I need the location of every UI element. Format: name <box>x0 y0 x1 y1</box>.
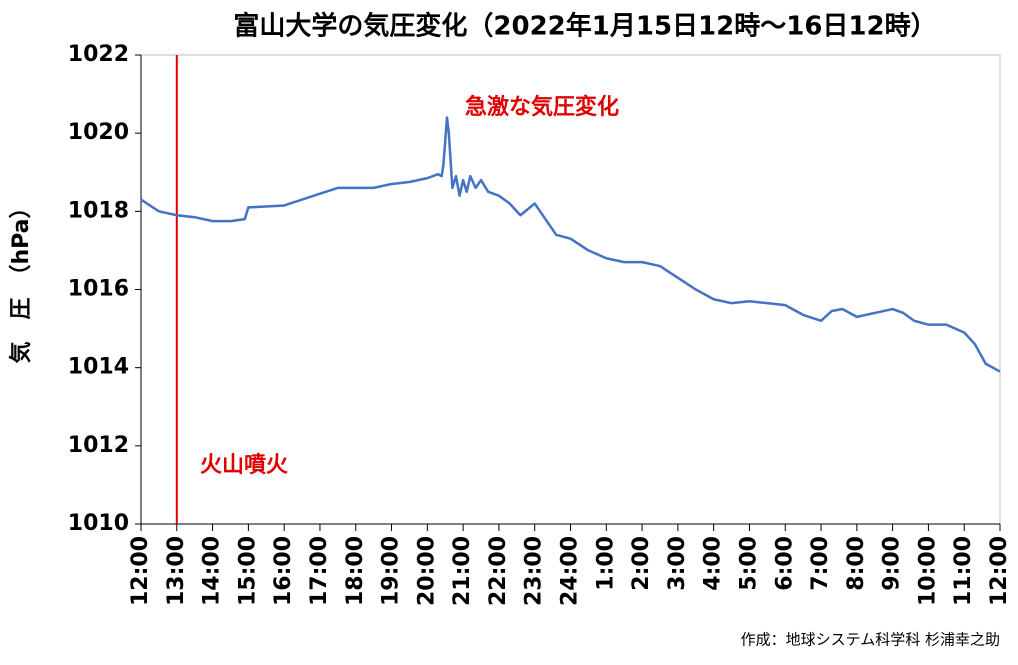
y-axis-label: 気 圧 （hPa） <box>8 196 34 363</box>
x-tick-label: 7:00 <box>808 536 833 591</box>
x-tick-label: 22:00 <box>486 536 511 606</box>
pressure-line <box>140 116 1001 373</box>
x-tick-label: 1:00 <box>593 536 618 591</box>
x-tick-label: 10:00 <box>915 536 940 606</box>
x-tick-label: 11:00 <box>951 536 976 606</box>
y-tick-label: 1020 <box>68 120 129 145</box>
x-tick-label: 4:00 <box>701 536 726 591</box>
x-tick-label: 21:00 <box>450 536 475 606</box>
chart-title: 富山大学の気圧変化（2022年1月15日12時～16日12時） <box>233 11 936 42</box>
x-tick-label: 20:00 <box>414 536 439 606</box>
x-tick-label: 9:00 <box>880 536 905 591</box>
y-tick-label: 1016 <box>68 277 129 302</box>
y-tick-label: 1014 <box>68 355 129 380</box>
x-tick-label: 8:00 <box>844 536 869 591</box>
y-tick-label: 1012 <box>68 433 129 458</box>
x-tick-label: 13:00 <box>164 536 189 606</box>
x-tick-label: 16:00 <box>271 536 296 606</box>
x-tick-label: 24:00 <box>558 536 583 606</box>
annotation: 火山噴火 <box>200 452 288 478</box>
y-tick-label: 1018 <box>68 198 129 223</box>
annotation: 急激な気圧変化 <box>465 94 619 120</box>
x-tick-label: 23:00 <box>522 536 547 606</box>
x-tick-label: 2:00 <box>629 536 654 591</box>
x-tick-label: 5:00 <box>736 536 761 591</box>
x-tick-label: 12:00 <box>987 536 1012 606</box>
y-tick-label: 1010 <box>68 511 129 536</box>
x-tick-label: 6:00 <box>772 536 797 591</box>
x-tick-label: 17:00 <box>307 536 332 606</box>
x-tick-label: 14:00 <box>200 536 225 606</box>
x-tick-label: 12:00 <box>128 536 153 606</box>
x-tick-label: 3:00 <box>665 536 690 591</box>
y-tick-label: 1022 <box>68 42 129 67</box>
x-tick-label: 19:00 <box>379 536 404 606</box>
x-tick-label: 18:00 <box>343 536 368 606</box>
credit: 作成：地球システム科学科 杉浦幸之助 <box>741 631 1000 649</box>
x-tick-label: 15:00 <box>235 536 260 606</box>
